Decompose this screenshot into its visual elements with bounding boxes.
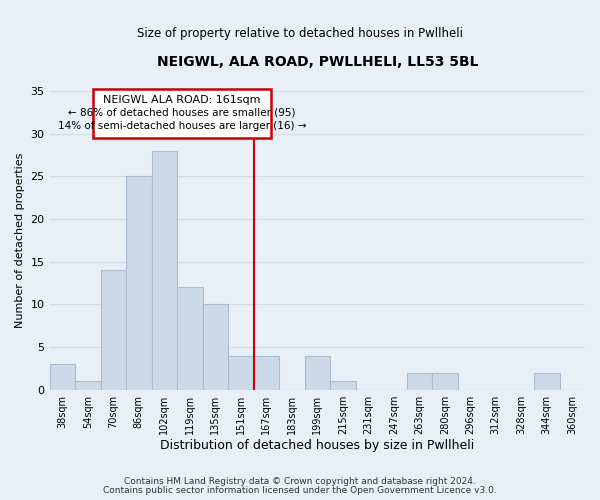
Bar: [177, 288, 203, 390]
Bar: [126, 176, 152, 390]
Bar: [534, 372, 560, 390]
Text: Contains HM Land Registry data © Crown copyright and database right 2024.: Contains HM Land Registry data © Crown c…: [124, 477, 476, 486]
Bar: [152, 150, 177, 390]
Text: Size of property relative to detached houses in Pwllheli: Size of property relative to detached ho…: [137, 28, 463, 40]
Y-axis label: Number of detached properties: Number of detached properties: [15, 152, 25, 328]
Title: NEIGWL, ALA ROAD, PWLLHELI, LL53 5BL: NEIGWL, ALA ROAD, PWLLHELI, LL53 5BL: [157, 55, 478, 69]
Text: NEIGWL ALA ROAD: 161sqm: NEIGWL ALA ROAD: 161sqm: [103, 94, 261, 104]
Text: 14% of semi-detached houses are larger (16) →: 14% of semi-detached houses are larger (…: [58, 121, 307, 131]
Bar: [203, 304, 228, 390]
Bar: [101, 270, 126, 390]
Bar: [75, 381, 101, 390]
Bar: [432, 372, 458, 390]
Bar: [407, 372, 432, 390]
Bar: [254, 356, 279, 390]
Text: ← 86% of detached houses are smaller (95): ← 86% of detached houses are smaller (95…: [68, 108, 296, 118]
Bar: [50, 364, 75, 390]
Bar: [330, 381, 356, 390]
Bar: [228, 356, 254, 390]
FancyBboxPatch shape: [93, 90, 271, 138]
Bar: [305, 356, 330, 390]
Text: Contains public sector information licensed under the Open Government Licence v3: Contains public sector information licen…: [103, 486, 497, 495]
X-axis label: Distribution of detached houses by size in Pwllheli: Distribution of detached houses by size …: [160, 440, 475, 452]
